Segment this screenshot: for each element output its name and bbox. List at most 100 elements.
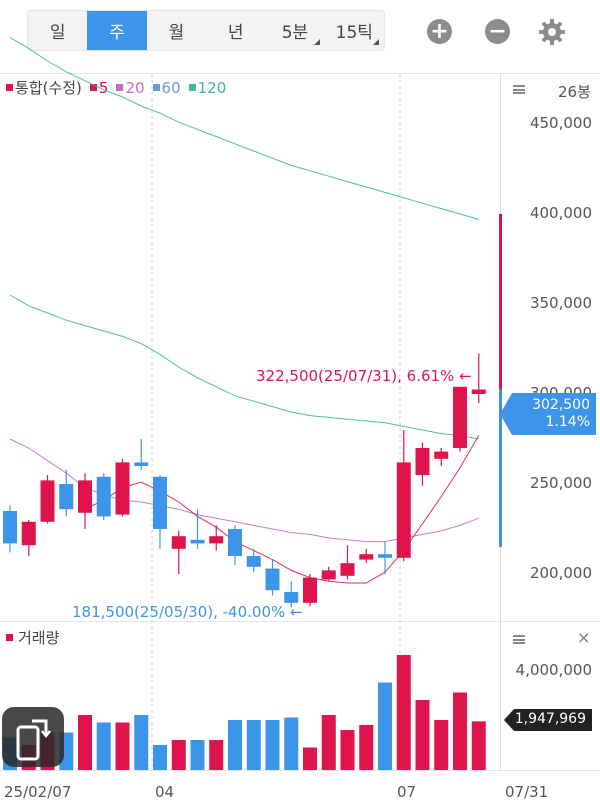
- dropdown-corner-icon: [313, 39, 320, 45]
- range-bar-up: [499, 214, 502, 390]
- tab-label: 일: [49, 23, 66, 43]
- legend-ma5: 5: [89, 78, 109, 97]
- low-annotation: 181,500(25/05/30), -40.00% ←: [72, 603, 303, 621]
- price-tick-1: 400,000: [529, 204, 592, 222]
- volume-bar-24: [453, 692, 467, 770]
- price-tick-2: 350,000: [529, 294, 592, 312]
- legend-ma20: 20: [116, 78, 145, 97]
- float-action-button[interactable]: [2, 707, 64, 767]
- volume-panel-menu-icon[interactable]: [513, 635, 525, 644]
- candle-body-7: [134, 462, 149, 466]
- candle-body-4: [78, 480, 92, 513]
- period-tabbar: 일 주 월 년 5분 15틱: [27, 10, 385, 51]
- candle-body-5: [96, 476, 111, 517]
- ma60-line: [9, 294, 479, 440]
- candle-count: 26봉: [558, 83, 591, 101]
- candle-body-22: [415, 448, 430, 475]
- low-annotation-text: 181,500(25/05/30), -40.00%: [72, 603, 286, 621]
- range-bar-down: [499, 389, 502, 547]
- current-price-flag: 302,500 1.14%: [500, 393, 596, 435]
- volume-bar-7: [134, 715, 149, 770]
- candle-body-1: [21, 521, 36, 546]
- candle-body-9: [171, 536, 186, 549]
- tab-1[interactable]: 주: [87, 11, 147, 50]
- volume-bar-15: [284, 717, 299, 770]
- legend-ma20-label: 20: [125, 78, 145, 97]
- volume-axis-tick: 4,000,000: [515, 661, 592, 679]
- candle-body-10: [190, 539, 205, 544]
- volume-legend-swatch: [6, 634, 13, 641]
- tab-label: 월: [168, 23, 185, 43]
- candle-body-13: [246, 556, 261, 567]
- legend-ma5-swatch: [89, 84, 97, 91]
- candle-body-19: [359, 554, 374, 560]
- ma120-line: [9, 37, 479, 220]
- candle-body-8: [153, 476, 167, 529]
- price-tick-5: 200,000: [529, 564, 592, 582]
- legend-ma120-label: 120: [197, 78, 227, 97]
- price-tick-0: 450,000: [529, 114, 592, 132]
- volume-bar-12: [228, 720, 242, 770]
- volume-close-icon[interactable]: ×: [577, 628, 591, 647]
- volume-bar-23: [434, 720, 449, 770]
- volume-bar-8: [153, 745, 167, 770]
- legend-ma5-label: 5: [98, 78, 109, 97]
- x-tick-1: 04: [155, 783, 175, 801]
- candle-body-14: [265, 568, 280, 591]
- x-tick-3: 07/31: [505, 783, 549, 801]
- volume-bar-10: [190, 740, 205, 770]
- candle-body-21: [396, 462, 411, 558]
- candle-body-18: [340, 563, 355, 576]
- volume-bar-18: [340, 730, 355, 770]
- volume-legend-label: 거래량: [18, 629, 60, 647]
- legend-ma120: 120: [188, 78, 227, 97]
- screen-rotate-icon: [16, 719, 51, 761]
- volume-bar-21: [396, 655, 411, 770]
- tab-3[interactable]: 년: [206, 11, 265, 50]
- volume-bar-20: [378, 682, 392, 770]
- candle-body-0: [3, 511, 17, 544]
- tab-5[interactable]: 15틱: [325, 11, 384, 50]
- current-volume-flag: 1,947,969: [504, 709, 592, 731]
- legend-main-swatch: [6, 84, 13, 91]
- x-tick-0: 25/02/07: [4, 783, 72, 801]
- current-price-value: 302,500: [532, 397, 590, 413]
- chart-legend: 통합(수정) 5 20 60 120: [6, 77, 230, 98]
- volume-bar-4: [78, 715, 92, 770]
- zoom-out-button[interactable]: −: [485, 19, 510, 44]
- candle-body-2: [40, 480, 55, 522]
- candle-body-25: [471, 389, 486, 394]
- candle-body-3: [59, 484, 74, 510]
- volume-bar-11: [209, 740, 224, 770]
- legend-ma120-swatch: [188, 84, 196, 91]
- legend-ma20-swatch: [116, 84, 124, 91]
- candle-body-12: [228, 529, 242, 556]
- volume-bar-25: [471, 721, 486, 770]
- volume-bar-14: [265, 720, 280, 770]
- xaxis-divider: [0, 770, 600, 771]
- x-tick-2: 07: [397, 783, 417, 801]
- price-tick-4: 250,000: [529, 474, 592, 492]
- tab-4[interactable]: 5분: [265, 11, 324, 50]
- dropdown-corner-icon: [372, 39, 379, 45]
- volume-bar-22: [415, 700, 430, 770]
- high-annotation: 322,500(25/07/31), 6.61% ←: [256, 367, 472, 385]
- gear-icon[interactable]: [537, 17, 567, 47]
- chart-top-divider: [0, 73, 600, 74]
- volume-legend: 거래량: [6, 627, 59, 648]
- candle-body-15: [284, 592, 299, 603]
- tab-0[interactable]: 일: [28, 11, 87, 50]
- volume-bar-16: [303, 747, 317, 770]
- candle-body-24: [453, 386, 467, 448]
- volume-bar-9: [171, 740, 186, 770]
- candle-body-11: [209, 536, 224, 544]
- legend-ma60: 60: [152, 79, 181, 97]
- tab-2[interactable]: 월: [147, 11, 206, 50]
- tab-label: 5분: [281, 23, 309, 43]
- price-panel-menu-icon[interactable]: [513, 85, 525, 94]
- zoom-in-button[interactable]: +: [427, 19, 452, 44]
- legend-ma60-swatch: [152, 84, 160, 91]
- candle-body-17: [321, 570, 336, 580]
- volume-bar-6: [115, 722, 130, 770]
